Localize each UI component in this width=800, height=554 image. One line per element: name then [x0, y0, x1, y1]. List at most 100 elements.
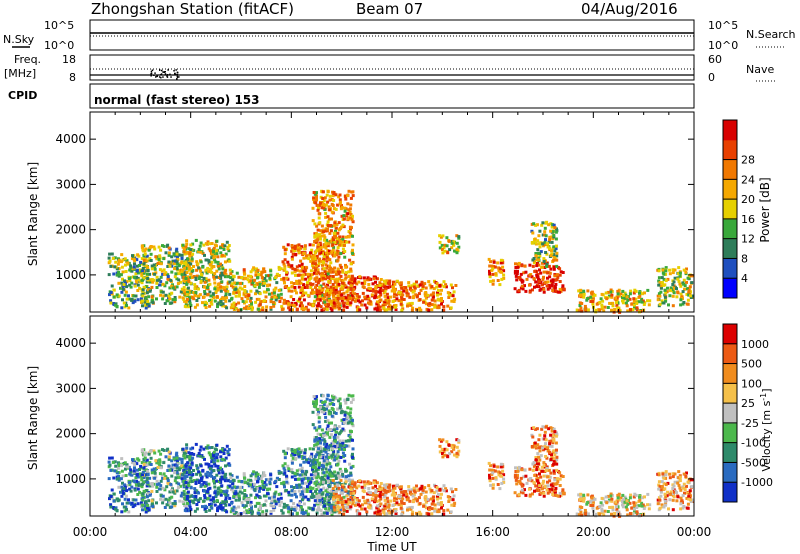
power-echo-cell: [591, 302, 595, 306]
velocity-echo-cell: [186, 479, 190, 483]
power-echo-cell: [335, 253, 339, 257]
velocity-echo-cell: [282, 480, 286, 484]
velocity-echo-cell: [221, 447, 225, 451]
velocity-echo-cell: [325, 511, 329, 515]
power-echo-cell: [394, 308, 398, 311]
power-echo-cell: [242, 293, 246, 297]
velocity-echo-cell: [299, 492, 303, 496]
power-echo-cell: [433, 305, 437, 309]
power-echo-cell: [160, 269, 164, 273]
velocity-echo-cell: [121, 488, 125, 492]
power-echo-cell: [357, 295, 361, 299]
velocity-echo-cell: [153, 470, 157, 473]
power-echo-cell: [610, 295, 614, 299]
velocity-echo-cell: [190, 494, 194, 498]
power-echo-cell: [378, 308, 382, 312]
velocity-echo-cell: [315, 476, 319, 480]
power-echo-cell: [243, 272, 246, 276]
power-echo-cell: [210, 256, 214, 260]
power-echo-cell: [547, 223, 551, 227]
power-echo-cell: [390, 289, 394, 293]
velocity-echo-cell: [379, 482, 383, 485]
velocity-echo-cell: [341, 439, 345, 443]
power-echo-cell: [204, 300, 208, 304]
velocity-echo-cell: [178, 499, 182, 503]
power-echo-cell: [147, 302, 151, 306]
power-echo-cell: [319, 251, 323, 255]
power-echo-cell: [132, 294, 136, 298]
power-echo-cell: [188, 296, 191, 300]
freq-scatter-dot: [150, 75, 152, 77]
velocity-echo-cell: [305, 458, 308, 462]
power-echo-cell: [266, 283, 270, 287]
velocity-echo-cell: [329, 444, 333, 448]
velocity-echo-cell: [201, 505, 204, 509]
power-echo-cell: [216, 283, 220, 287]
velocity-echo-cell: [216, 487, 220, 491]
velocity-echo-cell: [161, 448, 164, 452]
power-echo-cell: [190, 259, 194, 263]
power-echo-cell: [108, 252, 112, 256]
power-echo-cell: [554, 290, 558, 293]
power-echo-cell: [141, 288, 145, 292]
velocity-echo-cell: [237, 479, 241, 483]
power-colorbar-segment: [723, 139, 737, 161]
velocity-echo-cell: [128, 501, 132, 505]
power-echo-cell: [338, 239, 342, 243]
power-echo-cell: [358, 308, 362, 312]
velocity-echo-cell: [181, 449, 185, 453]
power-echo-cell: [225, 285, 229, 289]
power-echo-cell: [262, 283, 266, 287]
velocity-echo-cell: [287, 467, 291, 471]
power-echo-cell: [347, 275, 351, 279]
velocity-echo-cell: [290, 459, 294, 463]
power-echo-cell: [296, 299, 300, 303]
power-echo-cell: [245, 305, 249, 309]
velocity-echo-cell: [177, 482, 181, 486]
power-echo-cell: [352, 287, 356, 291]
power-echo-cell: [686, 287, 689, 291]
power-echo-cell: [253, 278, 257, 282]
power-echo-cell: [293, 247, 297, 250]
velocity-echo-cell: [208, 494, 212, 498]
power-echo-cell: [538, 229, 542, 233]
power-echo-cell: [236, 288, 240, 292]
power-echo-cell: [687, 291, 691, 295]
power-echo-cell: [325, 193, 329, 197]
velocity-echo-cell: [287, 493, 291, 497]
velocity-echo-cell: [351, 493, 355, 497]
power-echo-cell: [168, 264, 172, 268]
power-echo-cell: [223, 244, 227, 248]
velocity-echo-cell: [344, 401, 348, 405]
power-echo-cell: [537, 256, 541, 260]
power-echo-cell: [291, 308, 294, 312]
power-echo-cell: [515, 278, 519, 282]
power-echo-cell: [337, 251, 341, 255]
power-echo-cell: [663, 283, 667, 287]
velocity-echo-cell: [189, 452, 193, 456]
power-echo-cell: [379, 286, 383, 290]
power-echo-cell: [216, 288, 220, 292]
velocity-echo-cell: [221, 508, 225, 512]
power-echo-cell: [555, 273, 559, 277]
power-echo-cell: [144, 257, 148, 261]
power-echo-cell: [315, 233, 319, 237]
power-echo-cell: [580, 309, 584, 313]
velocity-echo-cell: [329, 470, 333, 474]
power-echo-cell: [621, 301, 625, 305]
power-echo-cell: [391, 280, 395, 284]
power-echo-cell: [321, 271, 324, 275]
velocity-echo-cell: [298, 501, 302, 505]
power-echo-cell: [313, 192, 317, 196]
velocity-echo-cell: [132, 461, 136, 465]
velocity-echo-cell: [215, 473, 219, 477]
power-echo-cell: [256, 282, 260, 286]
power-echo-cell: [293, 249, 297, 253]
velocity-echo-cell: [346, 416, 350, 420]
power-echo-cell: [331, 252, 335, 256]
velocity-echo-cell: [188, 480, 192, 484]
velocity-echo-cell: [335, 494, 339, 498]
noise-right-tick-bottom: 10^0: [708, 39, 738, 52]
power-echo-cell: [648, 299, 652, 303]
freq-unit-label: [MHz]: [4, 67, 36, 80]
